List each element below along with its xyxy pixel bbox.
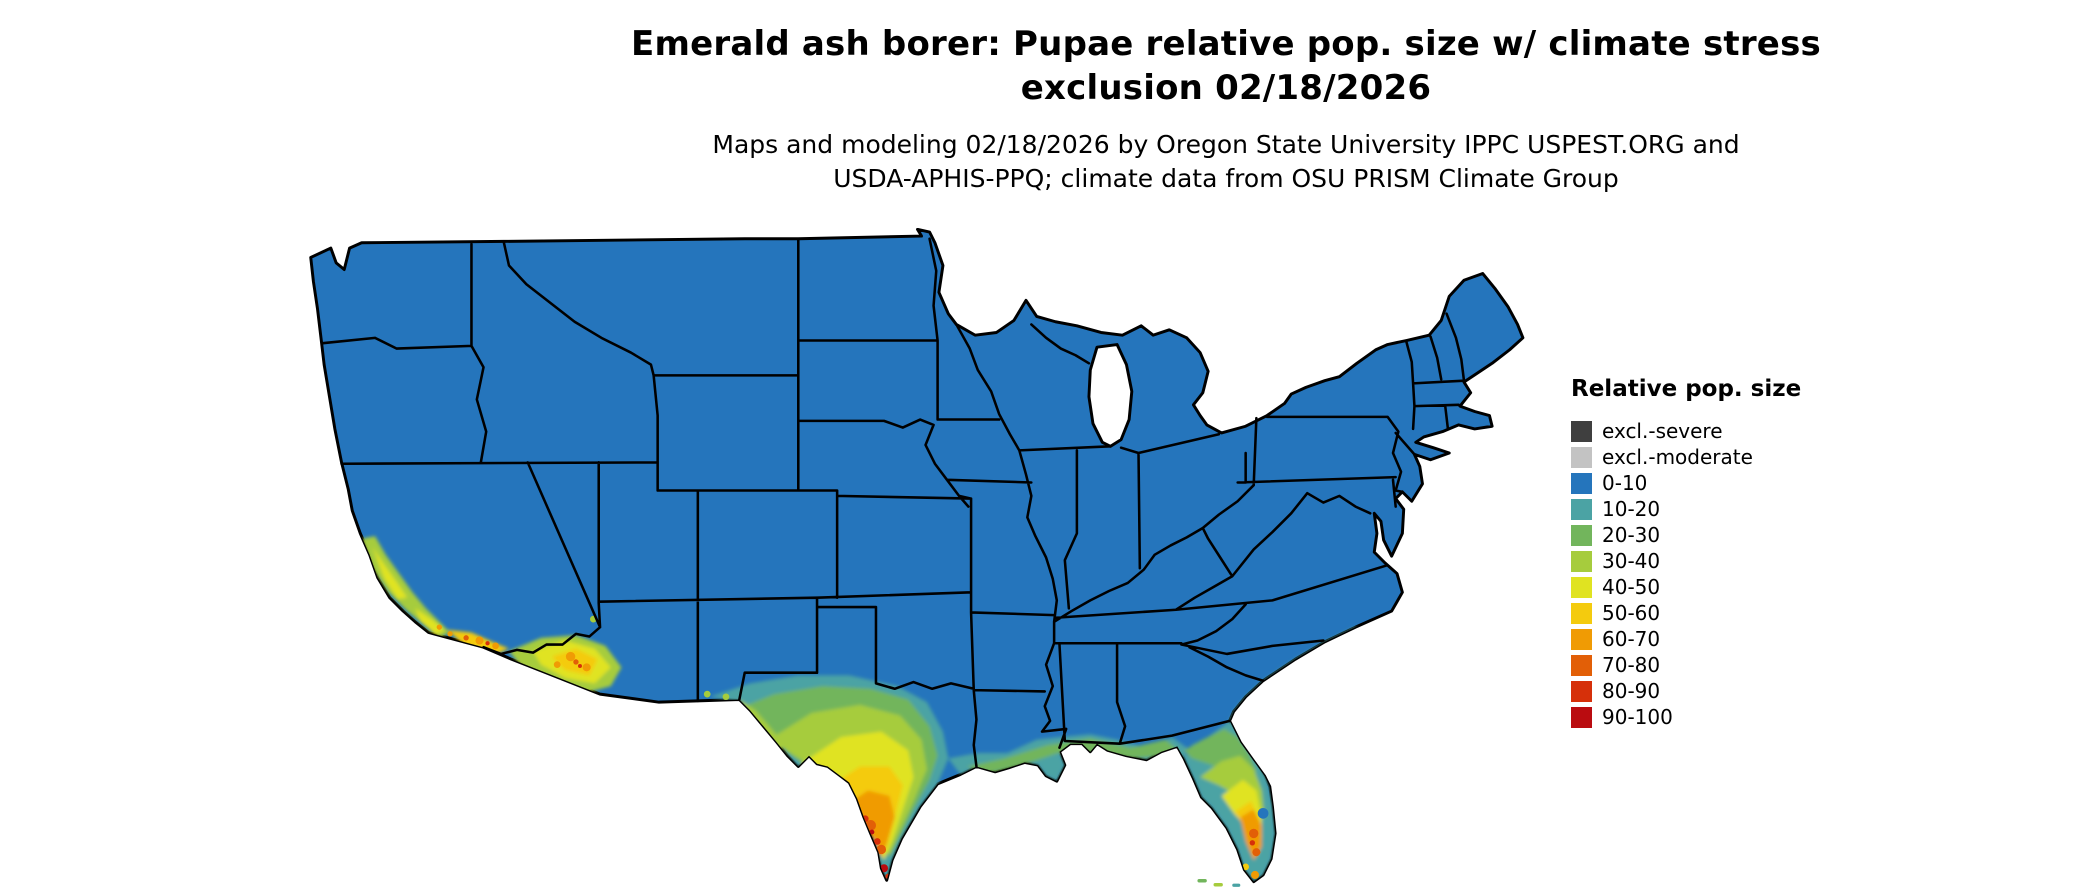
florida-keys: [1197, 878, 1241, 887]
legend-item-label: 10-20: [1602, 496, 1661, 521]
legend-item-label: 0-10: [1602, 470, 1648, 495]
legend-item: 90-100: [1571, 704, 1801, 730]
speck-texas: [876, 844, 887, 855]
speck-yuma: [475, 636, 484, 645]
legend-item-label: excl.-severe: [1602, 418, 1723, 443]
legend-item: 40-50: [1571, 574, 1801, 600]
speck-florida-tip: [1242, 863, 1250, 871]
legend-swatch: [1571, 628, 1592, 650]
legend-item: 50-60: [1571, 600, 1801, 626]
speck-arizona: [553, 661, 561, 669]
speck-florida: [1249, 840, 1256, 846]
legend-item: 20-30: [1571, 522, 1801, 548]
speck-newmexico: [722, 693, 730, 701]
legend-swatch: [1571, 446, 1592, 468]
speck-socal: [447, 631, 453, 637]
legend-item: 30-40: [1571, 548, 1801, 574]
legend-item-label: 50-60: [1602, 600, 1661, 625]
speck-yuma: [463, 635, 469, 641]
legend-item: excl.-moderate: [1571, 444, 1801, 470]
speck-texas: [850, 810, 859, 819]
legend-item-label: 60-70: [1602, 626, 1661, 651]
keys-islet: [1197, 878, 1207, 883]
legend-title: Relative pop. size: [1571, 376, 1802, 402]
legend-item-label: 20-30: [1602, 522, 1661, 547]
legend-swatch: [1571, 706, 1592, 728]
legend: Relative pop. size excl.-severe excl.-mo…: [1571, 376, 1801, 730]
legend-swatch: [1571, 602, 1592, 624]
legend-item: 70-80: [1571, 652, 1801, 678]
speck-arizona: [577, 663, 582, 669]
speck-texas: [873, 838, 881, 845]
legend-item-label: 90-100: [1602, 704, 1673, 729]
speck-socal: [436, 624, 443, 630]
legend-item-label: 40-50: [1602, 574, 1661, 599]
subtitle-line2: USDA-APHIS-PPQ; climate data from OSU PR…: [833, 164, 1619, 193]
zone-centralvalley-yellow: [372, 546, 408, 600]
legend-swatch: [1571, 420, 1592, 442]
speck-yuma: [492, 642, 499, 650]
legend-item-label: 30-40: [1602, 548, 1661, 573]
speck-arizona: [582, 663, 591, 672]
legend-item: 10-20: [1571, 496, 1801, 522]
subtitle-line1: Maps and modeling 02/18/2026 by Oregon S…: [712, 130, 1740, 159]
legend-swatch: [1571, 524, 1592, 546]
page-title-line2: exclusion 02/18/2026: [1020, 68, 1432, 108]
speck-texas: [869, 829, 875, 835]
state-borders: [321, 237, 1466, 768]
legend-item-label: excl.-moderate: [1602, 444, 1753, 469]
speck-florida: [1252, 848, 1261, 857]
legend-swatch: [1571, 576, 1592, 598]
legend-item: 0-10: [1571, 470, 1801, 496]
keys-islet: [1213, 882, 1223, 887]
speck-florida: [1249, 828, 1259, 839]
zone-gulfcoast-teal: [948, 734, 1187, 782]
header: Emerald ash borer: Pupae relative pop. s…: [276, 22, 2100, 196]
legend-item-label: 80-90: [1602, 678, 1661, 703]
legend-swatch: [1571, 550, 1592, 572]
legend-items: excl.-severe excl.-moderate 0-10 10-20: [1571, 418, 1801, 730]
legend-item: 60-70: [1571, 626, 1801, 652]
speck-yuma: [485, 641, 490, 646]
speck-arizona: [565, 651, 576, 662]
us-map-svg: [309, 228, 1525, 887]
lake-okeechobee: [1257, 807, 1269, 819]
speck-florida-tip: [1251, 870, 1260, 879]
speck-arizona: [573, 659, 579, 665]
legend-item: excl.-severe: [1571, 418, 1801, 444]
page-title-line1: Emerald ash borer: Pupae relative pop. s…: [631, 24, 1821, 64]
legend-item: 80-90: [1571, 678, 1801, 704]
legend-swatch: [1571, 472, 1592, 494]
subtitle: Maps and modeling 02/18/2026 by Oregon S…: [276, 128, 2100, 196]
legend-swatch: [1571, 498, 1592, 520]
speck-newmexico: [703, 690, 711, 698]
zone-california-coast: [361, 536, 451, 638]
legend-swatch: [1571, 680, 1592, 702]
legend-item-label: 70-80: [1602, 652, 1661, 677]
keys-islet: [1232, 883, 1241, 887]
legend-swatch: [1571, 654, 1592, 676]
us-population-map: [308, 228, 1527, 887]
